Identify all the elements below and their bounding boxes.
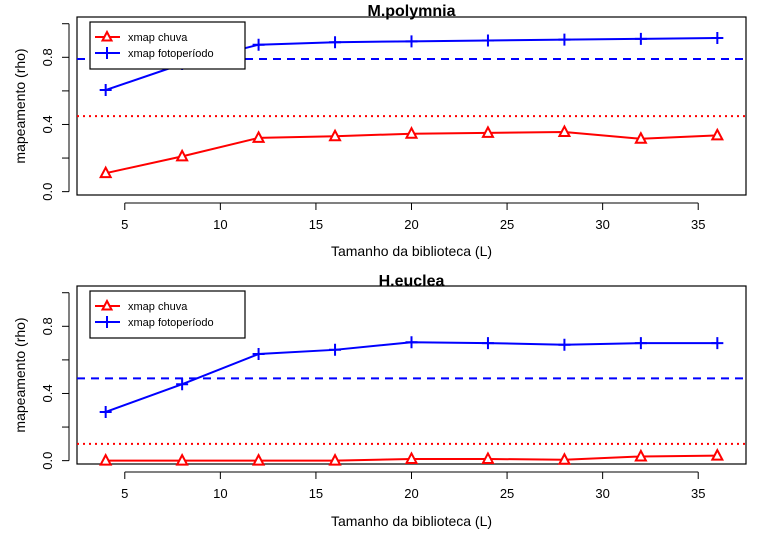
x-tick-label: 35 <box>691 486 705 501</box>
x-tick-label: 10 <box>213 217 227 232</box>
x-tick-label: 5 <box>121 217 128 232</box>
data-point <box>329 344 341 356</box>
data-point <box>329 36 341 48</box>
y-tick-label: 0.8 <box>40 48 55 66</box>
data-point <box>253 39 265 51</box>
data-point <box>253 348 265 360</box>
x-tick-label: 10 <box>213 486 227 501</box>
x-tick-label: 25 <box>500 486 514 501</box>
data-point <box>254 455 264 465</box>
data-point <box>101 455 111 465</box>
x-tick-label: 20 <box>404 217 418 232</box>
y-axis-label: mapeamento (rho) <box>12 48 28 163</box>
chart-title: M.polymnia <box>367 3 455 20</box>
legend-label: xmap chuva <box>128 301 188 313</box>
data-point <box>407 453 417 463</box>
x-tick-label: 30 <box>595 486 609 501</box>
data-point <box>712 450 722 460</box>
data-point <box>101 168 111 178</box>
y-tick-label: 0.8 <box>40 317 55 335</box>
legend-label: xmap fotoperíodo <box>128 317 214 329</box>
y-tick-label: 0.4 <box>40 384 55 402</box>
series-xmap-chuva <box>101 127 723 178</box>
data-point <box>330 455 340 465</box>
x-axis: 5 10 15 20 25 30 35 <box>121 203 705 232</box>
legend-label: xmap fotoperíodo <box>128 48 214 60</box>
y-tick-label: 0.4 <box>40 115 55 133</box>
legend-box <box>90 22 245 69</box>
y-tick-label: 0.0 <box>40 452 55 470</box>
y-tick-label: 0.0 <box>40 183 55 201</box>
x-tick-label: 20 <box>404 486 418 501</box>
data-point <box>635 337 647 349</box>
x-tick-label: 30 <box>595 217 609 232</box>
data-point <box>711 337 723 349</box>
data-point <box>177 151 187 161</box>
data-point <box>100 406 112 418</box>
series-line <box>106 342 718 412</box>
legend: xmap chuva xmap fotoperíodo <box>90 291 245 338</box>
data-point <box>636 133 646 143</box>
data-point <box>482 337 494 349</box>
data-point <box>483 127 493 136</box>
chart-title: H.euclea <box>379 273 445 290</box>
y-axis-label: mapeamento (rho) <box>12 317 28 432</box>
series-xmap-fotoperíodo <box>100 336 724 418</box>
legend-label: xmap chuva <box>128 32 188 44</box>
data-point <box>559 454 569 464</box>
chart-panel-1: M.polymnia 5 10 15 20 25 30 35 Tamanho da biblio… <box>12 3 746 259</box>
x-tick-label: 35 <box>691 217 705 232</box>
data-point <box>176 378 188 390</box>
data-point <box>407 128 417 138</box>
data-point <box>482 35 494 47</box>
data-point <box>100 84 112 96</box>
x-axis-label: Tamanho da biblioteca (L) <box>331 513 492 529</box>
data-point <box>330 131 340 141</box>
legend-box <box>90 291 245 338</box>
y-axis: 0.0 0.4 0.8 <box>40 24 69 201</box>
data-point <box>559 127 569 137</box>
data-point <box>636 451 646 461</box>
data-point <box>558 34 570 46</box>
data-point <box>406 336 418 348</box>
series-xmap-chuva <box>101 450 723 465</box>
data-point <box>558 339 570 351</box>
x-axis: 5 10 15 20 25 30 35 <box>121 472 705 501</box>
chart-panel-2: H.euclea 5 10 15 20 25 30 35 Tamanho da bibliote… <box>12 273 746 529</box>
data-point <box>177 455 187 465</box>
data-point <box>483 453 493 463</box>
data-point <box>712 130 722 140</box>
x-tick-label: 25 <box>500 217 514 232</box>
x-tick-label: 15 <box>309 217 323 232</box>
data-point <box>406 35 418 47</box>
x-tick-label: 5 <box>121 486 128 501</box>
y-axis: 0.0 0.4 0.8 <box>40 293 69 470</box>
data-point <box>711 32 723 44</box>
data-point <box>254 132 264 142</box>
x-tick-label: 15 <box>309 486 323 501</box>
data-point <box>635 33 647 45</box>
legend: xmap chuva xmap fotoperíodo <box>90 22 245 69</box>
x-axis-label: Tamanho da biblioteca (L) <box>331 243 492 259</box>
